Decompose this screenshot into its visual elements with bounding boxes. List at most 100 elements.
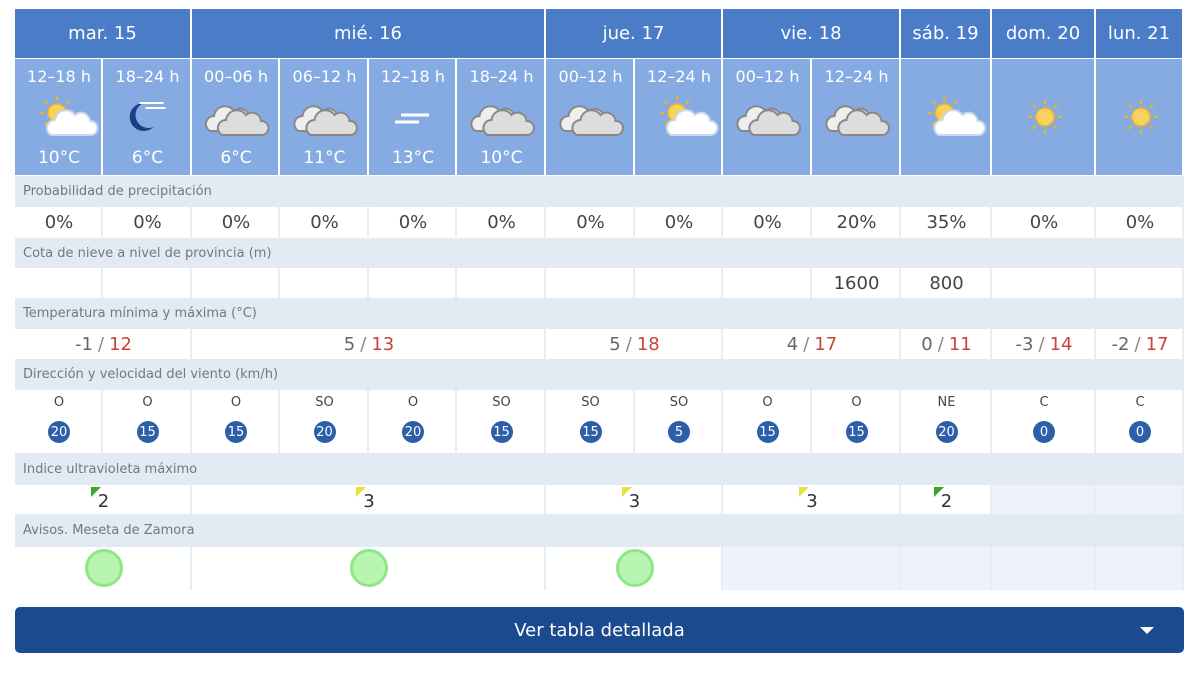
weather-icon (129, 102, 166, 131)
weather-icon (40, 96, 99, 136)
precip-value: 0% (221, 211, 251, 233)
snow-value (280, 268, 369, 298)
wind-dir: O (53, 394, 65, 410)
uv-value: 2 (97, 491, 110, 512)
day-header: jue. 17 (546, 9, 723, 58)
period-temp (812, 144, 901, 172)
details-button[interactable]: Ver tabla detallada (15, 607, 1184, 653)
period-label: 12–18 h (27, 66, 91, 86)
button-text: Ver tabla detallada (514, 619, 685, 641)
period-temp: 11°C (303, 148, 346, 168)
wind-dir: O (762, 394, 773, 410)
snow-value (992, 268, 1096, 298)
period-temp (1096, 144, 1184, 172)
value-cell (812, 268, 901, 298)
value-cell (723, 207, 812, 237)
weather-icon (470, 105, 535, 136)
value-cell (192, 268, 280, 298)
wind-dir: SO (581, 394, 600, 410)
value-cell (15, 390, 103, 453)
period-temp: 6°C (131, 148, 164, 168)
value-cell (1096, 390, 1184, 453)
period-label: 00–12 h (558, 66, 623, 86)
period-temp (992, 144, 1096, 172)
period-label: 00–06 h (204, 66, 268, 86)
wind-speed: 0 (1033, 421, 1055, 443)
temp-max: 11 (948, 333, 972, 355)
period-label (901, 62, 992, 90)
temp-range: 5/18 (546, 329, 723, 359)
day-header: dom. 20 (992, 9, 1096, 58)
wind-speed: 20 (313, 421, 336, 443)
snow-value (192, 268, 280, 298)
value-cell (546, 329, 723, 359)
temp-min: 4 (786, 333, 799, 355)
wind-speed: 15 (579, 421, 602, 443)
value-cell (635, 268, 723, 298)
temp-max: 13 (371, 333, 395, 355)
value-cell (992, 268, 1096, 298)
day-header: lun. 21 (1096, 9, 1184, 58)
separator: / (803, 333, 810, 355)
snow-value (369, 268, 457, 298)
weather-icon (559, 105, 624, 136)
value-cell (15, 485, 192, 514)
value-cell (901, 390, 992, 453)
period-label (992, 62, 1096, 90)
value-cell (992, 390, 1096, 453)
precip-value: 0% (753, 211, 782, 233)
wind-speed: 15 (845, 421, 868, 443)
value-cell (901, 485, 992, 514)
weather-icon (1028, 100, 1062, 134)
snow-value (635, 268, 723, 298)
temp-max: 12 (109, 333, 132, 355)
value-cell (723, 329, 901, 359)
wind-speed: 0 (1129, 421, 1151, 443)
value-cell (901, 329, 992, 359)
separator: / (360, 333, 367, 355)
snow-value (15, 268, 103, 298)
wind-speed: 20 (935, 421, 958, 443)
temp-max: 17 (814, 333, 838, 355)
day-header: sáb. 19 (901, 9, 992, 58)
wind-dir: O (230, 394, 242, 410)
period-temp (901, 144, 992, 172)
separator: / (97, 333, 105, 355)
separator: / (937, 333, 944, 355)
temp-range: -3/14 (992, 329, 1096, 359)
period-temp (635, 144, 723, 172)
temp-min: -3 (1015, 333, 1034, 355)
temp-min: -2 (1111, 333, 1130, 355)
wind-speed: 15 (136, 421, 159, 443)
value-cell (992, 485, 1096, 514)
period-label (1096, 62, 1184, 90)
value-cell (901, 268, 992, 298)
precip-value: 0% (576, 211, 605, 233)
wind-dir: C (1135, 394, 1145, 410)
period-temp (546, 144, 635, 172)
value-cell (103, 207, 192, 237)
period-label: 12–18 h (381, 66, 445, 86)
value-cell (15, 547, 192, 590)
weather-icon (293, 105, 358, 136)
period-label: 12–24 h (647, 66, 711, 86)
precip-value: 0% (487, 211, 516, 233)
wind-dir: C (1039, 394, 1049, 410)
value-cell (1096, 329, 1184, 359)
warning-circle (84, 549, 123, 587)
separator: / (625, 333, 632, 355)
value-cell (812, 207, 901, 237)
value-cell (280, 268, 369, 298)
day-header: mié. 16 (192, 9, 546, 58)
period-label: 06–12 h (292, 66, 357, 86)
value-cell (280, 390, 369, 453)
uv-flag (90, 487, 101, 497)
period-temp (723, 144, 812, 172)
weather-icon (1124, 100, 1158, 134)
precip-value: 20% (836, 211, 877, 233)
value-cell (369, 268, 457, 298)
uv-value: 2 (940, 491, 953, 512)
uv-value: 3 (363, 491, 375, 512)
warning-circle (615, 549, 654, 587)
uv-flag (356, 487, 366, 497)
